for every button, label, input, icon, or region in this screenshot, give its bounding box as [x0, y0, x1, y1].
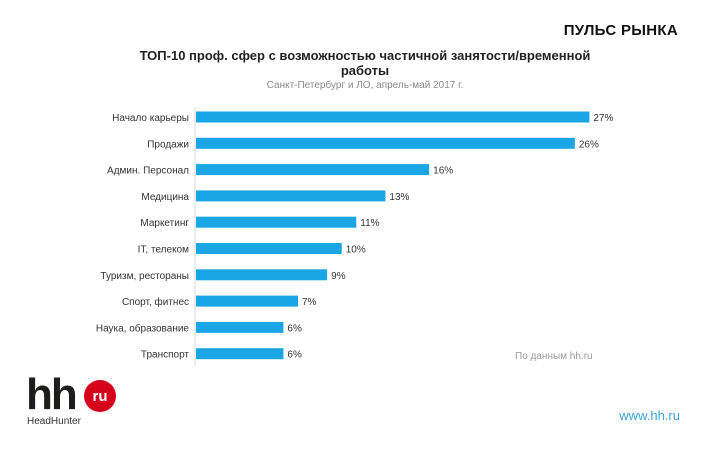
category-label: Спорт, фитнес [122, 296, 189, 308]
value-label: 10% [346, 245, 366, 256]
category-label: IT, телеком [138, 245, 189, 256]
value-label: 16% [433, 166, 453, 177]
logo-caption: HeadHunter [27, 416, 81, 427]
category-label: Админ. Персонал [107, 166, 189, 177]
category-label: Начало карьеры [112, 113, 189, 124]
bar [196, 243, 342, 254]
value-label: 11% [360, 218, 379, 229]
source-note: По данным hh.ru [515, 351, 593, 362]
category-label: Туризм, рестораны [100, 271, 189, 282]
value-label: 6% [287, 350, 302, 361]
category-label: Медицина [141, 192, 189, 203]
chart-title-line-1: ТОП-10 проф. сфер с возможностью частичн… [139, 48, 591, 63]
value-label: 13% [389, 192, 409, 203]
site-link[interactable]: www.hh.ru [619, 408, 680, 423]
bar [196, 137, 575, 149]
bar [196, 295, 298, 307]
bar [196, 216, 357, 228]
category-label: Наука, образование [96, 322, 190, 334]
bar [196, 164, 430, 176]
value-label: 6% [287, 323, 302, 334]
category-label: Транспорт [141, 350, 190, 361]
value-label: 26% [579, 139, 599, 150]
value-label: 9% [331, 271, 346, 282]
chart-subtitle: Санкт-Петербург и ЛО, апрель-май 2017 г. [266, 80, 464, 91]
logo-ru-badge: ru [84, 380, 116, 412]
chart-title: ТОП-10 проф. сфер с возможностью частичн… [130, 48, 600, 78]
category-label: Продажи [147, 139, 189, 150]
value-label: 27% [593, 113, 613, 124]
bar [196, 348, 284, 360]
bar [196, 190, 386, 202]
category-label: Маркетинг [140, 218, 189, 229]
section-title: ПУЛЬС РЫНКА [563, 22, 678, 39]
chart-title-line-2: работы [340, 63, 390, 78]
headhunter-logo[interactable]: hh ru HeadHunter [26, 370, 126, 436]
bar [196, 321, 284, 333]
bar [196, 269, 328, 281]
value-label: 7% [302, 297, 317, 308]
logo-hh-text: hh [26, 370, 78, 419]
bar [196, 111, 590, 123]
